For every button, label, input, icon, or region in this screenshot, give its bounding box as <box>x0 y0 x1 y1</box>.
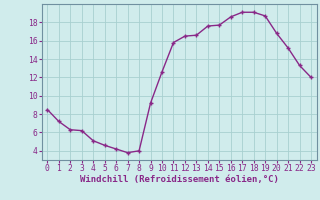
X-axis label: Windchill (Refroidissement éolien,°C): Windchill (Refroidissement éolien,°C) <box>80 175 279 184</box>
